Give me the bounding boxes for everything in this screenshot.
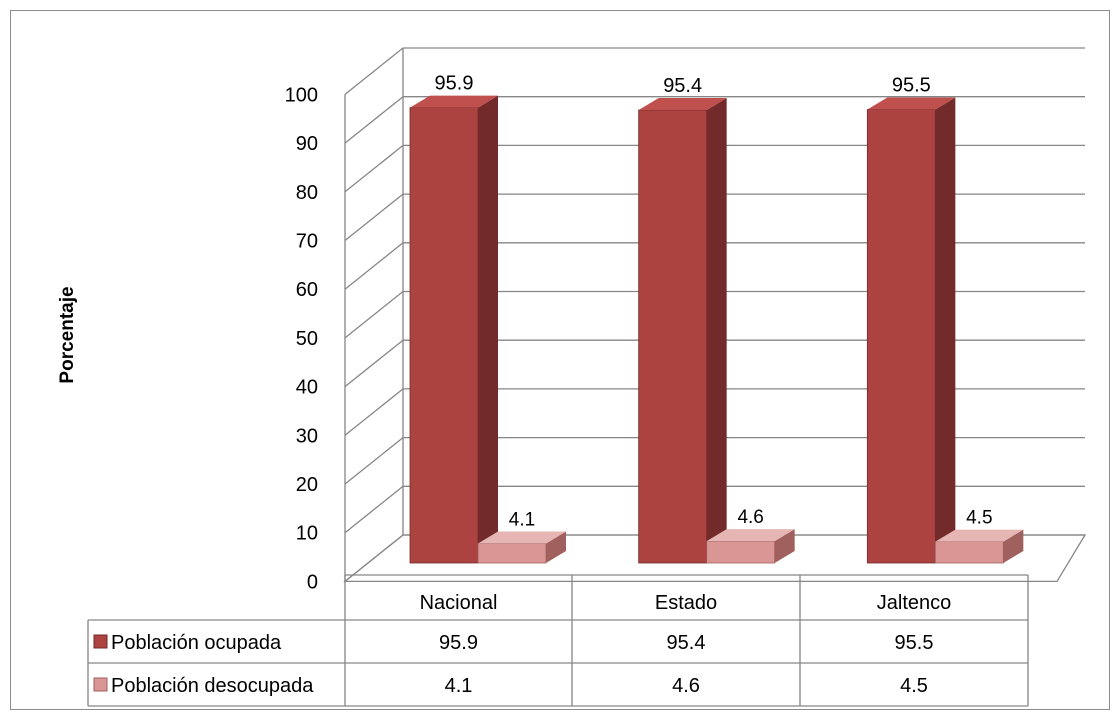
table-cell: 95.9 [439,632,478,654]
bar-front [477,543,547,564]
bar-top [410,95,498,108]
bar-top [638,98,727,111]
bar-side [478,95,498,563]
bar-side [774,529,795,563]
bar-layer [409,95,1024,564]
table-cell: 4.1 [445,675,473,697]
bar-side [546,531,566,563]
gridline-side [344,388,404,436]
table-cell: 95.4 [667,632,706,654]
legend-label: Población desocupada [111,675,314,697]
data-label: 95.5 [892,75,931,97]
data-label: 4.5 [966,508,992,529]
y-tick-label: 40 [296,377,318,399]
table-cell: 95.5 [895,632,934,654]
y-tick-label: 50 [296,328,318,350]
y-tick-label: 80 [296,182,318,204]
table-cell: 4.6 [672,675,700,697]
bar-front [706,540,776,564]
bar-top [706,529,795,542]
y-tick-label: 30 [296,425,318,447]
bar-front [934,541,1004,564]
y-tick-label: 20 [296,474,318,496]
bar-front [409,107,479,564]
bar-top [478,531,566,544]
y-axis-title: Porcentaje [57,286,78,383]
y-tick-label: 90 [296,133,318,155]
gridline-side [344,193,404,242]
bar-side [1003,529,1024,563]
axis-layer: 0 10 20 30 40 50 60 70 80 90 100 [285,84,318,593]
legend-key [93,634,108,649]
gridline-side [344,290,404,339]
bar-top [935,529,1024,542]
data-table: Nacional Estado Jaltenco Población ocupada 9… [87,574,1029,707]
data-label: 95.9 [435,73,474,95]
label-layer: 95.9 4.1 95.4 4.6 95.5 4.5 [435,73,993,531]
gridline-side [344,242,404,290]
bar-side [935,97,956,564]
gridline-side [344,96,404,144]
y-tick-label: 100 [285,84,318,106]
gridline-side [344,485,404,534]
data-label: 95.4 [663,75,702,97]
gridline-side [344,437,404,485]
y-tick-label: 0 [307,571,318,593]
gridline-side [344,339,404,388]
table-header-cell: Nacional [420,592,498,614]
gridline-side [344,47,404,95]
bar-front [866,109,936,564]
data-label: 4.6 [737,507,763,528]
bar-side [706,98,727,563]
floor [343,534,1087,583]
bar-front [638,109,708,564]
legend-key [93,677,108,692]
gridline-side [344,144,404,193]
table-header-cell: Jaltenco [877,592,952,614]
data-label: 4.1 [509,510,535,531]
y-tick-label: 10 [296,523,318,545]
bar-top [867,97,956,110]
y-tick-label: 60 [296,279,318,301]
table-header-cell: Estado [655,592,717,614]
table-cell: 4.5 [900,675,928,697]
y-tick-label: 70 [296,231,318,253]
legend-label: Población ocupada [111,632,282,654]
